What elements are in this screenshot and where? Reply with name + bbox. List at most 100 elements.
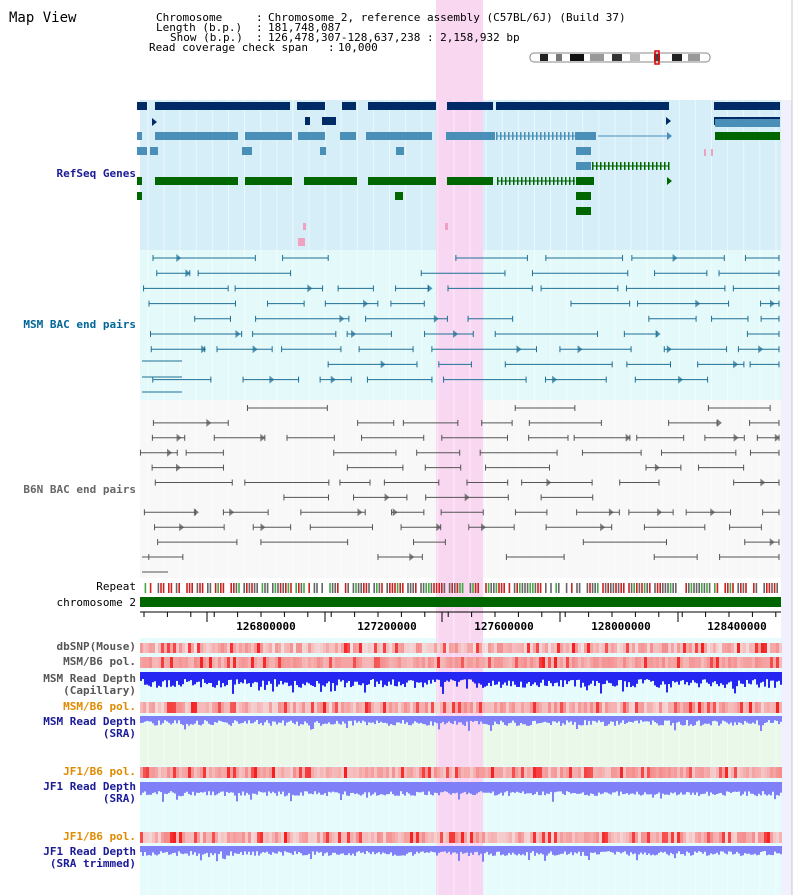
msm-pol-cell [665, 657, 668, 668]
jf1-pol-cell [281, 767, 284, 778]
jf1-depth-trimmed-bar [684, 846, 686, 856]
msm-pol-sra-cell [641, 702, 644, 713]
jf1-pol-trimmed-cell [755, 832, 758, 843]
jf1-pol-trimmed-cell [677, 832, 680, 843]
msm-depth-sra-bar [574, 716, 576, 723]
msm-pol-cell [608, 657, 611, 668]
jf1-depth-sra-bar [704, 782, 706, 794]
jf1-pol-trimmed-cell [311, 832, 314, 843]
jf1-depth-trimmed-bar [760, 846, 762, 852]
jf1-depth-sra-bar [470, 782, 472, 794]
jf1-b6-pol-trimmed-label[interactable]: JF1/B6 pol. [63, 830, 136, 843]
jf1-pol-cell [599, 767, 602, 778]
jf1-depth-sra-bar [376, 782, 378, 796]
jf1-depth-sra-bar [436, 782, 438, 794]
jf1-depth-sra-bar [742, 782, 744, 795]
msm-pol-cell [680, 657, 683, 668]
jf1-depth-sra-bar [738, 782, 740, 792]
refseq-track-label[interactable]: RefSeq Genes [56, 167, 136, 180]
jf1-depth-trimmed-bar [380, 846, 382, 855]
jf1-pol-trimmed-cell [491, 832, 494, 843]
jf1-pol-cell [758, 767, 761, 778]
msm-pol-cell [578, 657, 581, 668]
msm-depth-sra-bar [660, 716, 662, 726]
msm-pol-sra-cell [338, 702, 341, 713]
msm-b6-pol-sra-track-label[interactable]: MSM/B6 pol. [63, 700, 136, 713]
msm-depth-sra-bar [274, 716, 276, 722]
msm-b6-pol-track-label[interactable]: MSM/B6 pol. [63, 655, 136, 668]
coverage-value: 10,000 [338, 41, 378, 54]
msm-depth-sra-bar [216, 716, 218, 723]
dbsnp-cell [488, 643, 491, 653]
msm-depth-sra-bar [406, 716, 408, 723]
jf1-depth-sra-bar [646, 782, 648, 795]
jf1-depth-trimmed-bar [260, 846, 262, 854]
jf1-depth-sra-bar [200, 782, 202, 793]
repeat-mark [513, 583, 516, 593]
msm-depth-capillary-bar [604, 672, 606, 684]
jf1-read-depth-trimmed-label[interactable]: JF1 Read Depth (SRA trimmed) [43, 845, 136, 870]
jf1-pol-cell [350, 767, 353, 778]
msm-pol-cell [404, 657, 407, 668]
msm-read-depth-capillary-label[interactable]: MSM Read Depth (Capillary) [43, 672, 136, 697]
jf1-depth-sra-bar [268, 782, 270, 792]
jf1-depth-trimmed-bar [778, 846, 780, 854]
jf1-depth-trimmed-bar [608, 846, 610, 852]
msm-pol-sra-cell [248, 702, 251, 713]
repeat-mark [607, 583, 609, 593]
jf1-depth-trimmed-bar [348, 846, 350, 854]
jf1-depth-sra-bar [360, 782, 362, 796]
jf1-depth-sra-bar [688, 782, 690, 793]
msm-bac-track-label[interactable]: MSM BAC end pairs [23, 318, 136, 331]
jf1-pol-cell [296, 767, 299, 778]
msm-depth-sra-bar [248, 716, 250, 721]
dbsnp-cell [461, 643, 464, 653]
jf1-depth-sra-bar [340, 782, 342, 801]
repeat-mark [422, 583, 425, 593]
bac-end-arrow [167, 448, 173, 457]
dbsnp-track-label[interactable]: dbSNP(Mouse) [56, 640, 136, 653]
jf1-depth-trimmed-bar [366, 846, 368, 852]
repeat-mark [256, 583, 258, 593]
gene-exon [137, 192, 142, 200]
msm-depth-capillary-bar [210, 672, 212, 684]
dbsnp-cell [143, 643, 146, 653]
msm-depth-capillary-bar [310, 672, 312, 686]
repeat-mark [706, 583, 708, 593]
dbsnp-cell [527, 643, 530, 653]
msm-pol-cell [380, 657, 383, 668]
msm-depth-capillary-bar [686, 672, 688, 683]
jf1-pol-cell [719, 767, 722, 778]
msm-depth-capillary-bar [224, 672, 226, 687]
jf1-pol-trimmed-cell [539, 832, 542, 843]
jf1-b6-pol-track-label[interactable]: JF1/B6 pol. [63, 765, 136, 778]
jf1-pol-trimmed-cell [506, 832, 509, 843]
jf1-depth-sra-bar [700, 782, 702, 795]
msm-pol-cell [419, 657, 422, 668]
bac-end-arrow [176, 463, 182, 472]
jf1-pol-trimmed-cell [188, 832, 191, 843]
msm-read-depth-sra-label[interactable]: MSM Read Depth (SRA) [43, 715, 136, 740]
msm-pol-sra-cell [698, 702, 701, 713]
jf1-pol-trimmed-cell [338, 832, 341, 843]
jf1-pol-cell [191, 767, 194, 778]
msm-pol-sra-cell [719, 702, 722, 713]
msm-pol-sra-cell [656, 702, 659, 713]
msm-depth-sra-bar [456, 716, 458, 725]
dbsnp-cell [521, 643, 524, 653]
msm-pol-sra-cell [734, 702, 737, 713]
jf1-pol-trimmed-cell [197, 832, 200, 843]
jf1-depth-trimmed-bar [172, 846, 174, 854]
jf1-depth-trimmed-bar [534, 846, 536, 856]
jf1-depth-trimmed-bar [734, 846, 736, 854]
jf1-read-depth-sra-label[interactable]: JF1 Read Depth (SRA) [43, 780, 136, 805]
jf1-depth-sra-bar [348, 782, 350, 796]
axis-tick-label: 126800000 [236, 620, 296, 633]
msm-pol-sra-cell [485, 702, 488, 713]
jf1-pol-trimmed-cell [350, 832, 353, 843]
b6n-bac-track-label[interactable]: B6N BAC end pairs [23, 483, 136, 496]
jf1-pol-trimmed-cell [221, 832, 224, 843]
bac-end-arrow [433, 314, 439, 323]
jf1-depth-sra-bar [306, 782, 308, 792]
